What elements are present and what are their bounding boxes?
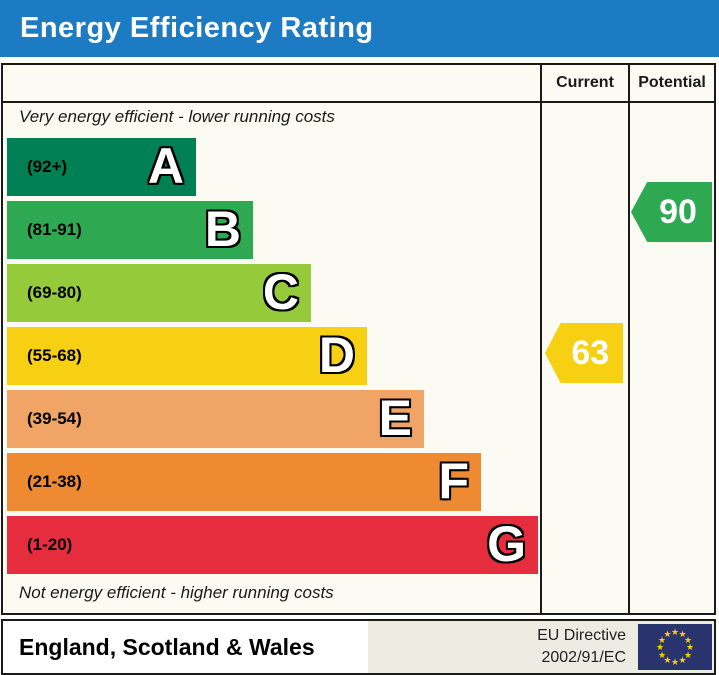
- potential-rating-value: 90: [659, 193, 697, 231]
- band-row-e: (39-54) E: [3, 390, 540, 448]
- column-header-row: Current Potential: [3, 65, 714, 103]
- band-range-label: (81-91): [27, 220, 82, 239]
- band-bar-f: (21-38) F: [7, 453, 481, 511]
- band-range-label: (39-54): [27, 409, 82, 428]
- band-range-label: (69-80): [27, 283, 82, 302]
- potential-column-header: Potential: [638, 74, 706, 91]
- note-not-efficient: Not energy efficient - higher running co…: [19, 583, 334, 602]
- potential-arrow: 90: [631, 182, 712, 242]
- band-range-label: (21-38): [27, 472, 82, 491]
- eu-directive-line2: 2002/91/EC: [541, 649, 626, 666]
- band-letter: E: [378, 390, 412, 446]
- band-row-a: (92+) A: [3, 138, 540, 196]
- band-letter: F: [438, 453, 469, 509]
- band-letter: A: [147, 138, 184, 194]
- potential-column-divider: [628, 65, 630, 613]
- eu-directive-line1: EU Directive: [537, 627, 626, 644]
- band-bar-d: (55-68) D: [7, 327, 367, 385]
- band-range-label: (1-20): [27, 535, 73, 554]
- band-letter: D: [318, 327, 355, 383]
- band-row-c: (69-80) C: [3, 264, 540, 322]
- band-row-g: (1-20) G: [3, 516, 540, 574]
- band-bar-a: (92+) A: [7, 138, 196, 196]
- current-arrow: 63: [545, 323, 623, 383]
- band-letter: G: [487, 516, 526, 572]
- note-very-efficient: Very energy efficient - lower running co…: [19, 107, 335, 126]
- region-label: England, Scotland & Wales: [19, 634, 315, 660]
- band-bar-c: (69-80) C: [7, 264, 311, 322]
- band-row-b: (81-91) B: [3, 201, 540, 259]
- eu-directive-label: EU Directive 2002/91/EC: [537, 625, 626, 669]
- title-bar: Energy Efficiency Rating: [0, 0, 719, 57]
- footer-bar: England, Scotland & Wales EU Directive 2…: [1, 619, 716, 675]
- band-bar-e: (39-54) E: [7, 390, 424, 448]
- band-bar-g: (1-20) G: [7, 516, 538, 574]
- band-bar-b: (81-91) B: [7, 201, 253, 259]
- eu-flag-icon: ★ ★ ★ ★ ★ ★ ★ ★ ★ ★ ★ ★: [638, 624, 712, 670]
- current-rating-value: 63: [571, 334, 610, 372]
- band-range-label: (55-68): [27, 346, 82, 365]
- band-row-d: (55-68) D: [3, 327, 540, 385]
- current-column-divider: [540, 65, 542, 613]
- page-title: Energy Efficiency Rating: [20, 12, 374, 44]
- rating-chart: Current Potential Very energy efficient …: [1, 63, 716, 615]
- band-range-label: (92+): [27, 157, 68, 176]
- band-letter: C: [262, 264, 299, 320]
- band-row-f: (21-38) F: [3, 453, 540, 511]
- current-column-header: Current: [556, 74, 614, 91]
- band-letter: B: [204, 201, 241, 257]
